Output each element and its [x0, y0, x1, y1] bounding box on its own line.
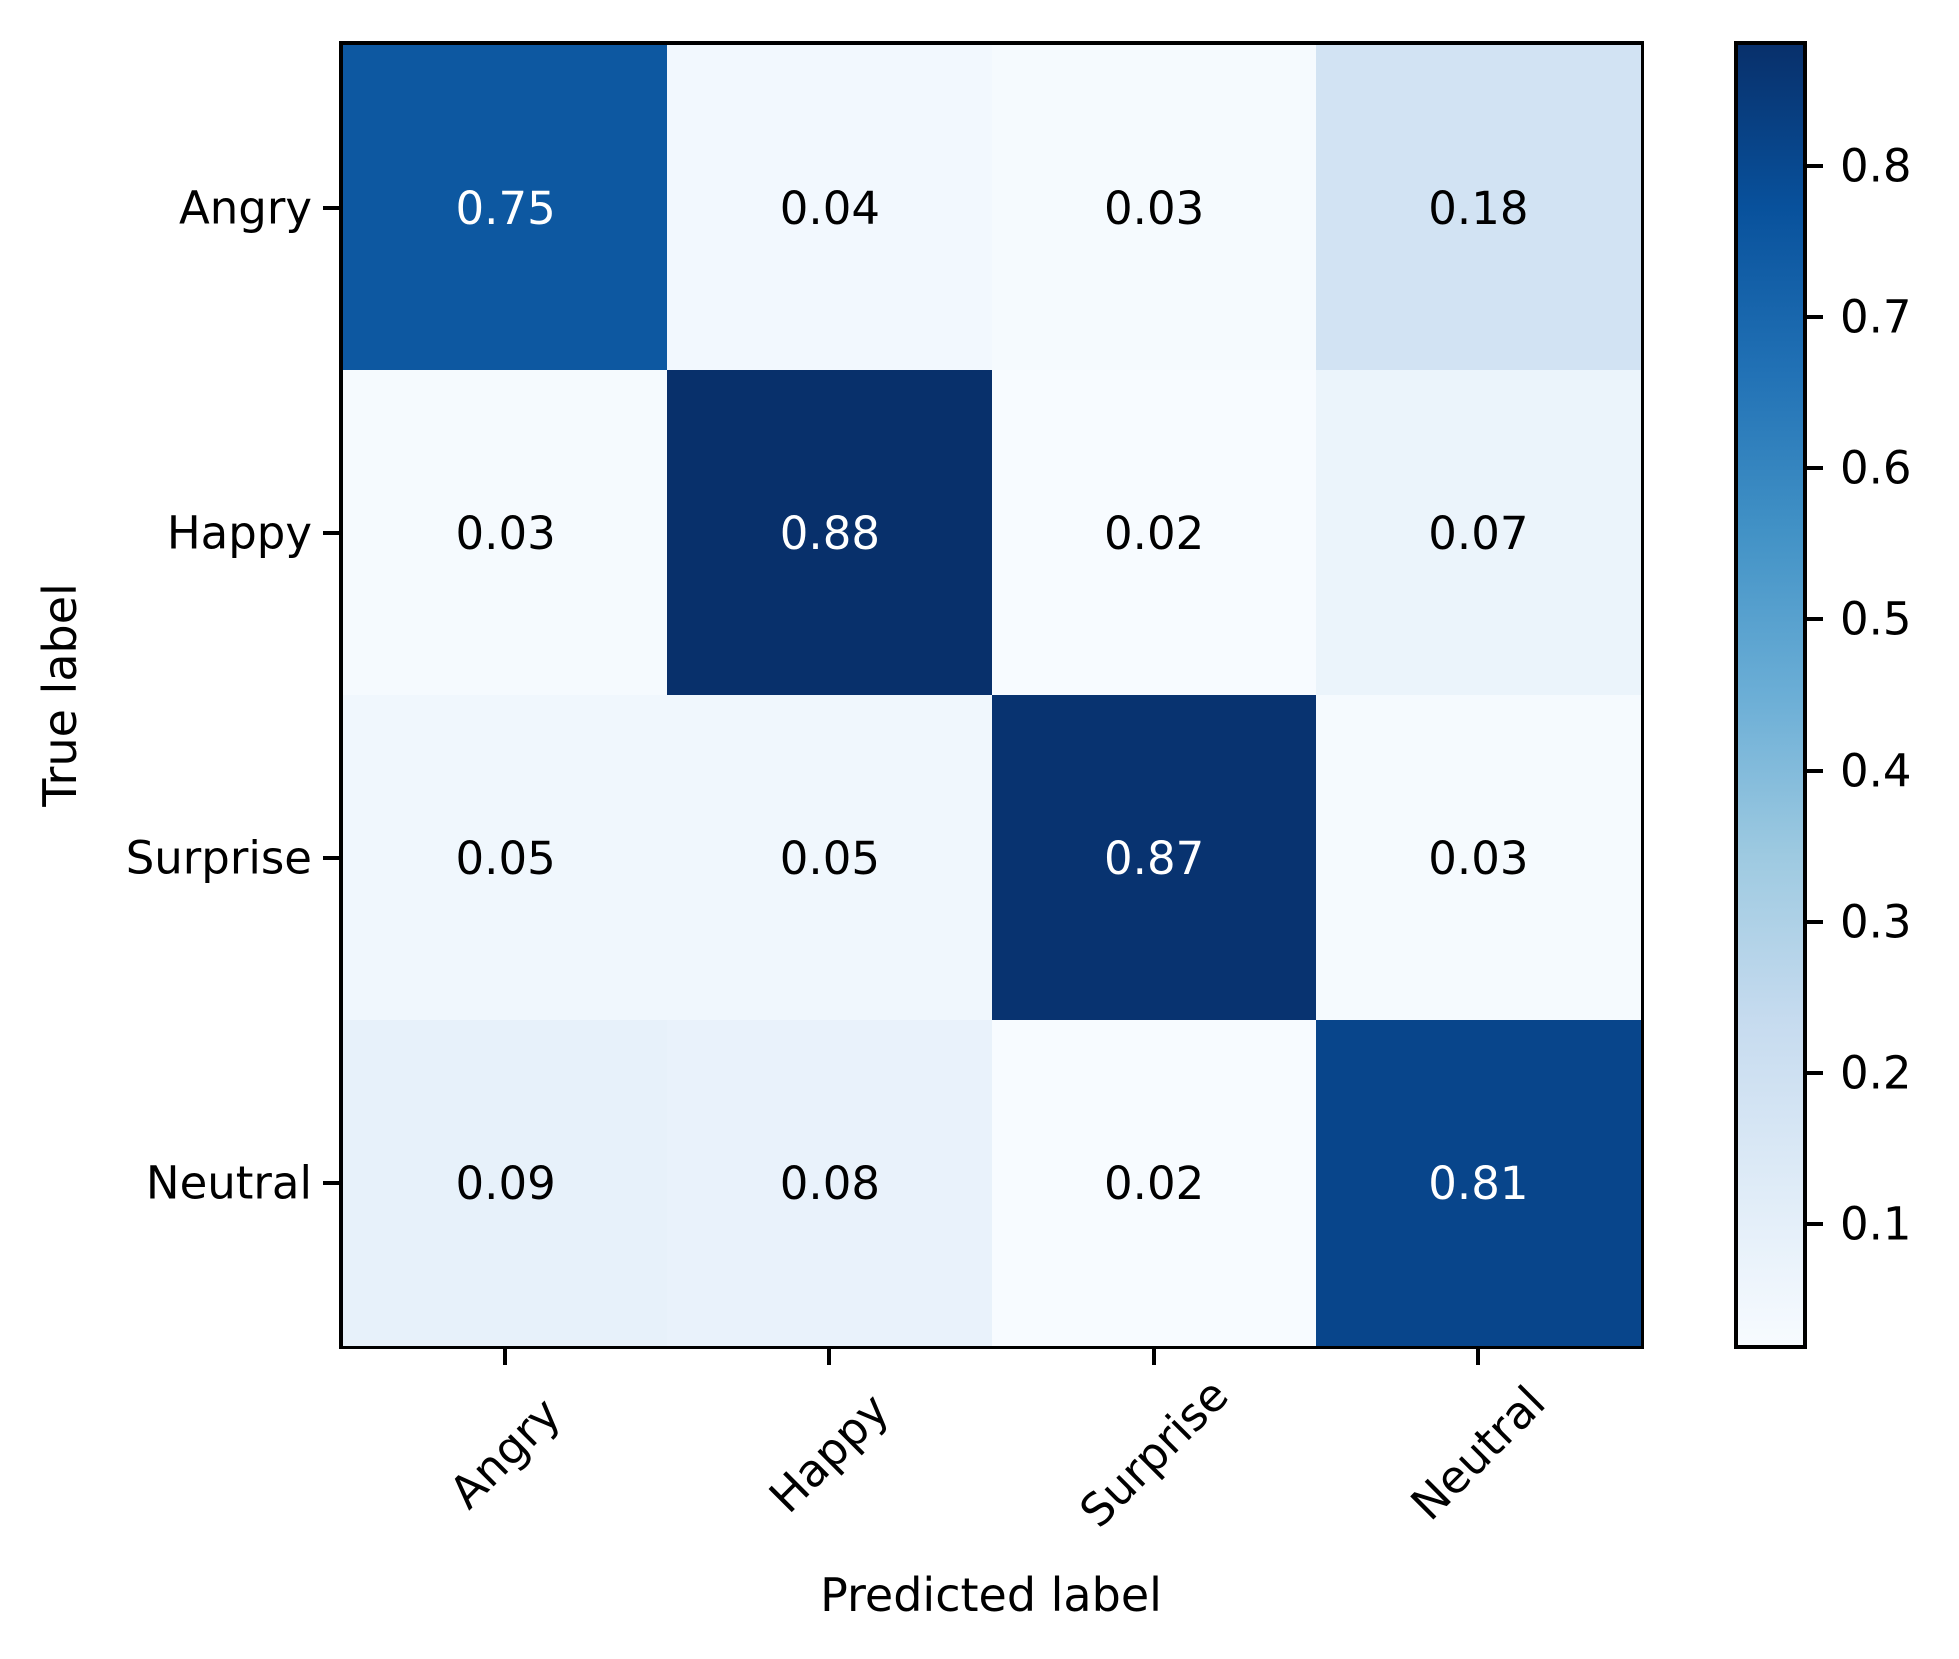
colorbar-tick-label: 0.1: [1840, 1197, 1912, 1251]
colorbar-tick-label: 0.8: [1840, 139, 1912, 193]
colorbar-tick-mark: [1807, 466, 1823, 471]
colorbar-tick-mark: [1807, 617, 1823, 622]
colorbar-tick-mark: [1807, 315, 1823, 320]
colorbar: [1734, 41, 1807, 1349]
colorbar-tick-mark: [1807, 768, 1823, 773]
y-tick-label: Happy: [166, 506, 312, 559]
colorbar-tick-label: 0.4: [1840, 744, 1912, 798]
y-tick-mark: [323, 855, 339, 860]
cell-value: 0.05: [779, 831, 880, 885]
heatmap-cell: 0.08: [667, 1020, 993, 1346]
colorbar-tick-label: 0.2: [1840, 1046, 1912, 1100]
cell-value: 0.05: [455, 831, 556, 885]
cell-value: 0.81: [1428, 1156, 1529, 1210]
colorbar-tick-label: 0.5: [1840, 592, 1912, 646]
heatmap-cell: 0.18: [1315, 45, 1641, 371]
x-tick-label: Surprise: [1069, 1368, 1239, 1538]
x-tick-mark: [1475, 1349, 1480, 1365]
colorbar-tick-label: 0.6: [1840, 441, 1912, 495]
cell-value: 0.03: [1104, 181, 1205, 235]
heatmap-cell: 0.02: [991, 1020, 1317, 1346]
heatmap-cell: 0.05: [667, 695, 993, 1021]
cell-value: 0.02: [1104, 1156, 1205, 1210]
colorbar-gradient: [1738, 45, 1803, 1345]
cell-value: 0.08: [779, 1156, 880, 1210]
y-tick-label: Angry: [178, 181, 312, 234]
heatmap-cell: 0.05: [343, 695, 669, 1021]
y-tick-label: Neutral: [145, 1156, 312, 1209]
y-tick-label: Surprise: [125, 831, 312, 884]
colorbar-tick-mark: [1807, 919, 1823, 924]
heatmap-cell: 0.81: [1315, 1020, 1641, 1346]
heatmap-cell: 0.07: [1315, 370, 1641, 696]
heatmap-cell: 0.75: [343, 45, 669, 371]
y-tick-mark: [323, 205, 339, 210]
heatmap-cell: 0.87: [991, 695, 1317, 1021]
colorbar-tick-label: 0.3: [1840, 895, 1912, 949]
heatmap-cell: 0.88: [667, 370, 993, 696]
x-axis-title: Predicted label: [820, 1568, 1162, 1622]
y-tick-mark: [323, 530, 339, 535]
x-tick-label: Angry: [439, 1387, 571, 1519]
axes-frame: [339, 41, 1644, 1349]
heatmap-grid: 0.75 0.04 0.03 0.18 0.03 0.88 0.02 0.07 0.05 0.05…: [343, 45, 1641, 1346]
heatmap-cell: 0.03: [991, 45, 1317, 371]
cell-value: 0.03: [455, 506, 556, 560]
x-tick-label: Neutral: [1400, 1375, 1556, 1531]
cell-value: 0.09: [455, 1156, 556, 1210]
cell-value: 0.75: [455, 181, 556, 235]
cell-value: 0.87: [1104, 831, 1205, 885]
y-axis-title: True label: [33, 583, 87, 807]
x-tick-mark: [1151, 1349, 1156, 1365]
colorbar-tick-mark: [1807, 1222, 1823, 1227]
heatmap-cell: 0.02: [991, 370, 1317, 696]
x-tick-mark: [827, 1349, 832, 1365]
colorbar-tick-mark: [1807, 163, 1823, 168]
cell-value: 0.04: [779, 181, 880, 235]
cell-value: 0.03: [1428, 831, 1529, 885]
heatmap-cell: 0.03: [1315, 695, 1641, 1021]
colorbar-tick-mark: [1807, 1070, 1823, 1075]
y-tick-mark: [323, 1180, 339, 1185]
heatmap-cell: 0.03: [343, 370, 669, 696]
cell-value: 0.18: [1428, 181, 1529, 235]
x-tick-label: Happy: [759, 1382, 900, 1524]
cell-value: 0.07: [1428, 506, 1529, 560]
heatmap-cell: 0.04: [667, 45, 993, 371]
cell-value: 0.02: [1104, 506, 1205, 560]
colorbar-tick-label: 0.7: [1840, 290, 1912, 344]
x-tick-mark: [503, 1349, 508, 1365]
cell-value: 0.88: [779, 506, 880, 560]
heatmap-cell: 0.09: [343, 1020, 669, 1346]
